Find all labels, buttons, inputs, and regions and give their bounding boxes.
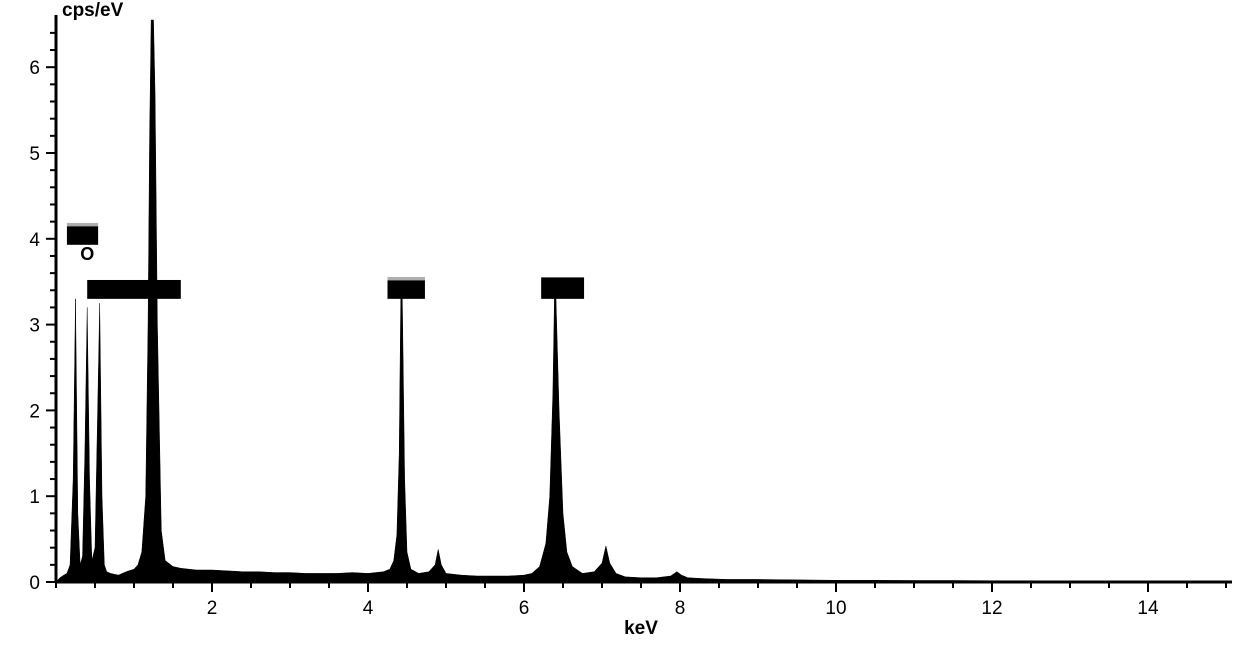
x-tick-label: 4 bbox=[363, 598, 374, 619]
element-label-box bbox=[87, 280, 181, 299]
x-axis-label: keV bbox=[624, 618, 658, 639]
eds-spectrum-chart: 01234562468101214Ocps/eVkeV bbox=[0, 0, 1240, 650]
y-tick-label: 1 bbox=[29, 487, 40, 508]
y-axis-label: cps/eV bbox=[62, 0, 124, 21]
x-tick-label: 6 bbox=[519, 598, 530, 619]
y-tick-label: 2 bbox=[29, 401, 40, 422]
y-tick-label: 5 bbox=[29, 144, 40, 165]
x-tick-label: 2 bbox=[207, 598, 218, 619]
y-tick-label: 0 bbox=[29, 573, 40, 594]
element-label-box-edge bbox=[388, 277, 425, 281]
y-tick-label: 4 bbox=[29, 230, 40, 251]
x-tick-label: 8 bbox=[675, 598, 686, 619]
y-tick-label: 6 bbox=[29, 58, 40, 79]
element-label-box-edge bbox=[67, 223, 98, 227]
element-label-box bbox=[67, 226, 98, 245]
x-tick-label: 14 bbox=[1137, 598, 1159, 619]
spectrum-area bbox=[56, 20, 1226, 582]
y-tick-label: 3 bbox=[29, 316, 40, 337]
x-tick-label: 12 bbox=[981, 598, 1002, 619]
spectrum-svg: 01234562468101214Ocps/eVkeV bbox=[0, 0, 1240, 650]
element-annotation: O bbox=[80, 244, 94, 264]
x-tick-label: 10 bbox=[825, 598, 846, 619]
element-label-box bbox=[388, 280, 425, 299]
element-label-box bbox=[541, 277, 584, 298]
